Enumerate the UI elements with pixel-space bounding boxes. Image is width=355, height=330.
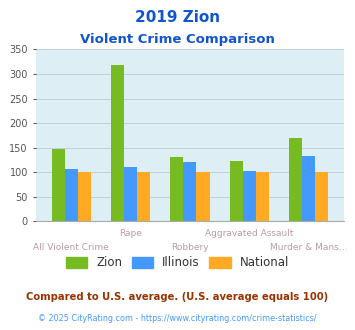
Bar [51, 149, 65, 221]
Text: 2019 Zion: 2019 Zion [135, 10, 220, 25]
Text: Robbery: Robbery [171, 243, 209, 251]
Text: Rape: Rape [119, 229, 142, 238]
Text: Aggravated Assault: Aggravated Assault [205, 229, 294, 238]
Text: Murder & Mans...: Murder & Mans... [270, 243, 348, 251]
Bar [111, 65, 124, 221]
Bar [78, 172, 91, 221]
Text: Violent Crime Comparison: Violent Crime Comparison [80, 33, 275, 46]
Bar [315, 172, 328, 221]
Bar [256, 172, 269, 221]
Text: © 2025 CityRating.com - https://www.cityrating.com/crime-statistics/: © 2025 CityRating.com - https://www.city… [38, 314, 317, 323]
Bar [289, 138, 302, 221]
Bar [124, 167, 137, 221]
Bar [65, 169, 78, 221]
Bar [196, 172, 209, 221]
Bar [184, 162, 196, 221]
Bar [302, 156, 315, 221]
Bar [230, 161, 243, 221]
Legend: Zion, Illinois, National: Zion, Illinois, National [61, 252, 294, 274]
Text: Compared to U.S. average. (U.S. average equals 100): Compared to U.S. average. (U.S. average … [26, 292, 329, 302]
Text: All Violent Crime: All Violent Crime [33, 243, 109, 251]
Bar [137, 172, 150, 221]
Bar [243, 171, 256, 221]
Bar [170, 157, 184, 221]
